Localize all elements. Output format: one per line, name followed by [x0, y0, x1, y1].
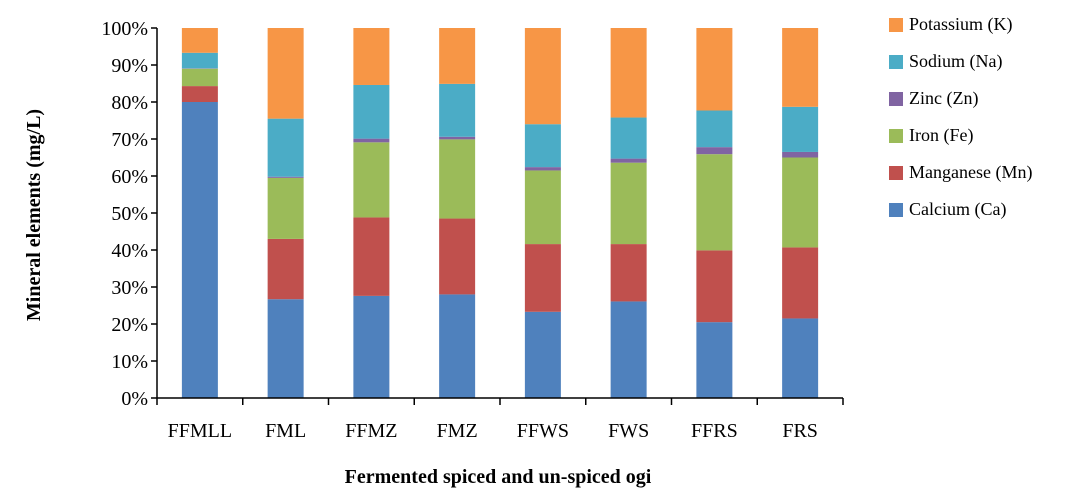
bars-layer	[182, 28, 818, 398]
bar-segment-fmz-1	[439, 219, 475, 295]
x-tick-label: FWS	[608, 420, 649, 442]
bar-segment-fmz-5	[439, 28, 475, 84]
y-tick-label: 70%	[111, 129, 148, 151]
bar-segment-ffws-5	[525, 28, 561, 124]
y-tick-label: 10%	[111, 351, 148, 373]
y-tick-label: 60%	[111, 166, 148, 188]
legend-swatch	[889, 166, 903, 180]
x-axis-title: Fermented spiced and un-spiced ogi	[345, 466, 652, 488]
bar-segment-ffws-1	[525, 244, 561, 312]
bar-segment-fws-2	[611, 163, 647, 244]
bar-segment-ffmll-2	[182, 69, 218, 86]
x-tick-label: FFRS	[691, 420, 738, 442]
legend-label: Iron (Fe)	[909, 125, 973, 146]
bar-segment-fml-1	[268, 239, 304, 299]
y-tick-label: 50%	[111, 203, 148, 225]
axes-layer	[151, 28, 843, 405]
y-tick-label: 40%	[111, 240, 148, 262]
y-axis-title: Mineral elements (mg/L)	[23, 109, 45, 321]
bar-segment-ffrs-5	[696, 28, 732, 111]
bar-segment-fws-3	[611, 159, 647, 163]
legend-swatch	[889, 18, 903, 32]
bar-segment-fml-5	[268, 28, 304, 119]
bar-segment-ffmz-5	[353, 28, 389, 85]
bar-segment-ffrs-1	[696, 250, 732, 322]
bar-segment-fml-0	[268, 299, 304, 398]
bar-segment-ffmz-0	[353, 296, 389, 398]
bar-segment-fmz-0	[439, 294, 475, 398]
bar-segment-fml-3	[268, 177, 304, 178]
bar-segment-ffmz-3	[353, 139, 389, 143]
y-tick-label: 0%	[121, 388, 148, 410]
bar-segment-ffrs-3	[696, 147, 732, 154]
bar-segment-ffmz-1	[353, 217, 389, 295]
bar-segment-fws-4	[611, 118, 647, 159]
bar-segment-frs-1	[782, 247, 818, 318]
x-tick-label: FFMZ	[345, 420, 397, 442]
bar-segment-ffrs-4	[696, 111, 732, 148]
y-tick-labels: 0% 10% 20% 30% 40% 50% 60% 70% 80% 90% 100%	[101, 18, 148, 410]
legend: Potassium (K) Sodium (Na) Zinc (Zn) Iron (F…	[889, 14, 1032, 220]
bar-segment-ffws-0	[525, 312, 561, 398]
bar-segment-ffrs-0	[696, 322, 732, 398]
bar-segment-fml-2	[268, 178, 304, 239]
bar-segment-fws-1	[611, 244, 647, 301]
bar-segment-frs-5	[782, 28, 818, 107]
bar-segment-ffws-4	[525, 124, 561, 167]
bar-segment-frs-4	[782, 107, 818, 152]
y-tick-label: 20%	[111, 314, 148, 336]
bar-segment-ffmll-5	[182, 28, 218, 53]
bar-segment-ffmz-2	[353, 142, 389, 217]
legend-swatch	[889, 129, 903, 143]
legend-label: Zinc (Zn)	[909, 88, 978, 109]
bar-segment-ffws-2	[525, 170, 561, 244]
bar-segment-ffmz-4	[353, 85, 389, 139]
legend-swatch	[889, 203, 903, 217]
y-tick-label: 100%	[101, 18, 148, 40]
bar-segment-ffmll-4	[182, 53, 218, 69]
y-tick-label: 90%	[111, 55, 148, 77]
bar-segment-ffrs-2	[696, 154, 732, 250]
x-tick-label: FFMLL	[168, 420, 232, 442]
legend-label: Sodium (Na)	[909, 51, 1003, 72]
bar-segment-ffmll-1	[182, 86, 218, 102]
x-tick-labels: FFMLL FML FFMZ FMZ FFWS FWS FFRS FRS	[168, 420, 818, 442]
x-tick-label: FML	[265, 420, 306, 442]
x-tick-label: FMZ	[437, 420, 478, 442]
legend-label: Potassium (K)	[909, 14, 1013, 35]
bar-segment-fmz-4	[439, 84, 475, 137]
bar-segment-fml-4	[268, 119, 304, 177]
bar-segment-ffmll-0	[182, 102, 218, 398]
x-tick-label: FFWS	[517, 420, 569, 442]
y-tick-label: 80%	[111, 92, 148, 114]
bar-segment-fmz-3	[439, 137, 475, 140]
y-tick-label: 30%	[111, 277, 148, 299]
bar-segment-fws-0	[611, 301, 647, 398]
legend-label: Manganese (Mn)	[909, 162, 1032, 183]
bar-segment-frs-2	[782, 158, 818, 248]
legend-swatch	[889, 55, 903, 69]
bar-segment-frs-0	[782, 318, 818, 398]
x-tick-label: FRS	[782, 420, 818, 442]
legend-swatch	[889, 92, 903, 106]
bar-segment-frs-3	[782, 152, 818, 158]
legend-label: Calcium (Ca)	[909, 199, 1006, 220]
bar-segment-fmz-2	[439, 139, 475, 218]
bar-segment-fws-5	[611, 28, 647, 118]
bar-segment-ffws-3	[525, 167, 561, 170]
